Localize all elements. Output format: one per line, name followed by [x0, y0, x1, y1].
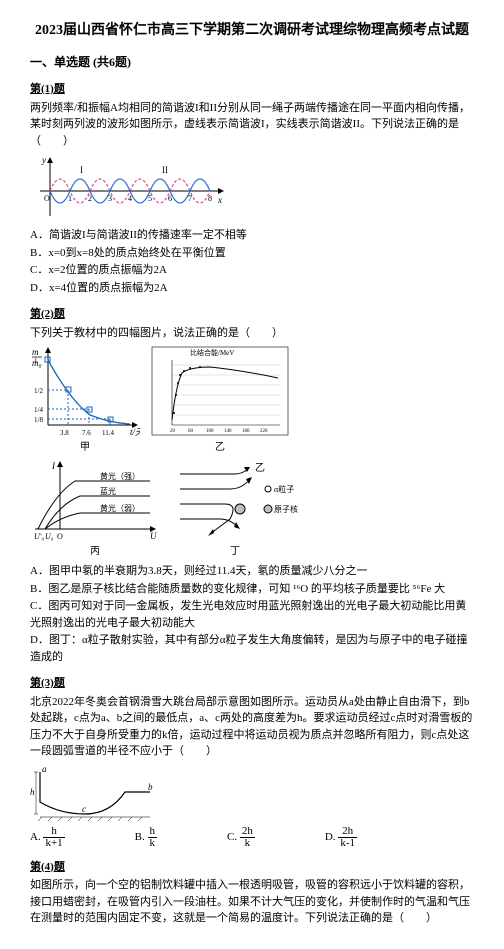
svg-text:b: b — [148, 782, 153, 792]
q1-optC: C．x=2位置的质点振幅为2A — [30, 262, 474, 279]
svg-text:II: II — [162, 165, 168, 175]
svg-text:60: 60 — [188, 429, 194, 434]
svg-text:c: c — [82, 804, 86, 814]
q1-optA: A．简谐波I与简谐波II的传播速率一定不相等 — [30, 227, 474, 244]
svg-text:U'₀: U'₀ — [34, 532, 44, 541]
q2-text: 下列关于教材中的四幅图片，说法正确的是（ ） — [30, 325, 474, 342]
svg-text:100: 100 — [206, 429, 214, 434]
q1-wave-figure: y x O I II 1 2 3 4 5 6 7 8 — [30, 151, 230, 226]
fig-yi: 比结合能/MeV 20 60 100 140 180 220 — [150, 345, 290, 440]
svg-text:黄光（强）: 黄光（强） — [100, 471, 140, 481]
svg-text:1: 1 — [34, 357, 38, 365]
q2-label: 第(2)题 — [30, 306, 474, 323]
q2-optB: B．图乙是原子核比结合能随质量数的变化规律，可知 ¹⁶O 的平均核子质量要比 ⁵… — [30, 581, 474, 598]
svg-text:220: 220 — [260, 429, 268, 434]
svg-text:1/2: 1/2 — [34, 387, 43, 395]
q1-options: A．简谐波I与简谐波II的传播速率一定不相等 B．x=0到x=8处的质点始终处在… — [30, 227, 474, 296]
q1-optB: B．x=0到x=8处的质点始终处在平衡位置 — [30, 245, 474, 262]
q3-options: A. hk+1 B. hk C. 2hk D. 2hk-1 — [30, 826, 474, 849]
svg-text:黄光（弱）: 黄光（弱） — [100, 503, 140, 513]
svg-text:6: 6 — [168, 194, 172, 203]
q3-text: 北京2022年冬奥会首钢滑雪大跳台局部示意图如图所示。运动员从a处由静止自由滑下… — [30, 694, 474, 760]
q4-text: 如图所示，向一个空的铝制饮料罐中插入一根透明吸管，吸管的容积远小于饮料罐的容积，… — [30, 877, 474, 927]
q1-text: 两列频率/和振幅A均相同的简谐波I和II分别从同一绳子两端传播途在同一平面内相向… — [30, 100, 474, 150]
q1-optD: D．x=4位置的质点振幅为2A — [30, 280, 474, 297]
q2-optA: A．图甲中氡的半衰期为3.8天，则经过11.4天，氡的质量减少八分之一 — [30, 563, 474, 580]
svg-text:4: 4 — [128, 194, 132, 203]
q2-optC: C．图丙可知对于同一金属板，发生光电效应时用蓝光照射逸出的光电子最大初动能比用黄… — [30, 598, 474, 631]
fig-bing: I U 黄光（强） 蓝光 黄光（弱） U'₀ U₀ O — [30, 459, 160, 544]
svg-text:α粒子: α粒子 — [274, 484, 294, 494]
q3-optA: A. hk+1 — [30, 826, 65, 849]
svg-text:2: 2 — [88, 194, 92, 203]
q3-optC: C. 2hk — [227, 826, 255, 849]
svg-text:180: 180 — [242, 429, 250, 434]
svg-text:x: x — [217, 195, 222, 205]
svg-text:U: U — [150, 531, 157, 541]
svg-text:t/天: t/天 — [130, 427, 140, 437]
q3-label: 第(3)题 — [30, 675, 474, 692]
svg-text:3.8: 3.8 — [60, 429, 69, 437]
q4-label: 第(4)题 — [30, 859, 474, 876]
svg-text:1/4: 1/4 — [34, 406, 43, 414]
svg-text:5: 5 — [148, 194, 152, 203]
svg-text:乙: 乙 — [255, 462, 265, 474]
svg-text:a: a — [42, 764, 47, 774]
fig-jia-label: 甲 — [30, 440, 140, 455]
q2-options: A．图甲中氡的半衰期为3.8天，则经过11.4天，氡的质量减少八分之一 B．图乙… — [30, 563, 474, 665]
svg-text:1: 1 — [68, 194, 72, 203]
svg-text:比结合能/MeV: 比结合能/MeV — [190, 348, 234, 357]
fig-ski: a b c h — [30, 762, 160, 822]
svg-text:1/8: 1/8 — [34, 416, 43, 424]
q1-label: 第(1)题 — [30, 81, 474, 98]
q3-optB: B. hk — [135, 826, 157, 849]
svg-text:O: O — [44, 194, 50, 203]
svg-text:11.4: 11.4 — [102, 429, 114, 437]
fig-ding-label: 丁 — [170, 544, 300, 559]
svg-text:140: 140 — [224, 429, 232, 434]
q3-optD: D. 2hk-1 — [325, 826, 357, 849]
svg-text:O: O — [57, 532, 63, 541]
fig-yi-label: 乙 — [150, 440, 290, 455]
svg-text:3: 3 — [108, 194, 112, 203]
svg-text:7: 7 — [188, 194, 192, 203]
fig-jia: m m₀ t/天 1 1/2 1/4 1/8 3.8 7 — [30, 345, 140, 440]
svg-text:U₀: U₀ — [45, 532, 54, 541]
svg-text:蓝光: 蓝光 — [100, 486, 116, 496]
svg-text:7.6: 7.6 — [82, 429, 91, 437]
svg-text:m: m — [32, 347, 39, 357]
fig-bing-label: 丙 — [30, 544, 160, 559]
svg-text:I: I — [51, 461, 56, 471]
svg-text:h: h — [30, 787, 35, 797]
svg-text:原子核: 原子核 — [274, 504, 298, 514]
q2-optD: D．图丁：α粒子散射实验，其中有部分α粒子发生大角度偏转，是因为与原子中的电子碰… — [30, 632, 474, 665]
section-heading: 一、单选题 (共6题) — [30, 53, 474, 71]
svg-text:8: 8 — [208, 194, 212, 203]
svg-text:20: 20 — [170, 429, 176, 434]
svg-text:I: I — [80, 165, 83, 175]
fig-ding: α粒子 原子核 乙 — [170, 459, 300, 544]
page-title: 2023届山西省怀仁市高三下学期第二次调研考试理综物理高频考点试题 — [30, 20, 474, 41]
svg-text:y: y — [41, 155, 46, 165]
